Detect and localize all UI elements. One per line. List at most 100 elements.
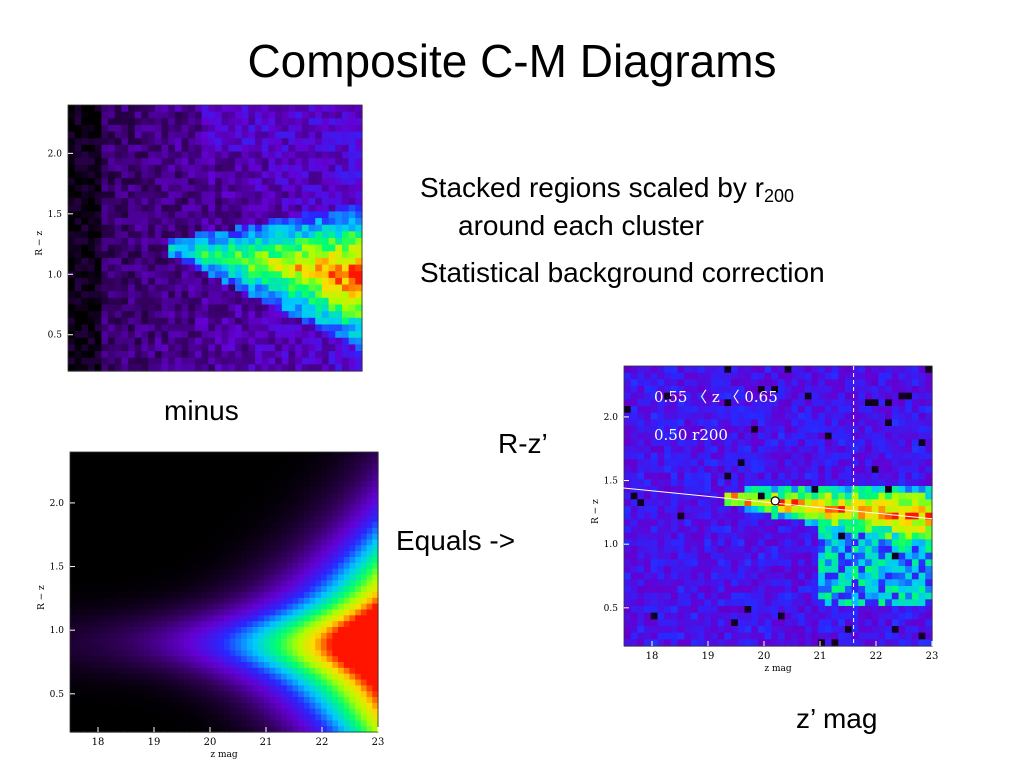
heatmap-cell [281, 118, 290, 126]
heatmap-cell [332, 574, 339, 581]
heatmap-cell [303, 463, 311, 471]
heatmap-cell [684, 592, 692, 600]
heatmap-cell [252, 592, 259, 599]
heatmap-cell [281, 344, 290, 352]
heatmap-cell [644, 432, 652, 440]
heatmap-cell [68, 171, 76, 179]
heatmap-cell [372, 632, 379, 640]
heatmap-cell [338, 545, 345, 552]
heatmap-cell [149, 702, 157, 710]
heatmap-cell [178, 632, 185, 640]
heatmap-cell [201, 539, 208, 546]
heatmap-cell [630, 466, 638, 474]
heatmap-cell [248, 257, 256, 266]
heatmap-cell [295, 257, 303, 266]
heatmap-cell [268, 257, 276, 266]
heatmap-cell [149, 457, 157, 465]
heatmap-cell [275, 364, 283, 372]
heatmap-cell [664, 546, 672, 554]
heatmap-cell [87, 667, 94, 675]
heatmap-cell [87, 708, 94, 716]
heatmap-cell [308, 105, 316, 113]
heatmap-cell [252, 720, 259, 727]
heatmap-cell [349, 615, 356, 622]
heatmap-cell [184, 609, 191, 616]
heatmap-cell [224, 714, 231, 721]
heatmap-cell [258, 568, 265, 576]
heatmap-cell [355, 708, 362, 716]
heatmap-cell [261, 218, 270, 226]
heatmap-cell [328, 164, 336, 173]
heatmap-cell [88, 164, 96, 173]
heatmap-cell [188, 204, 196, 212]
heatmap-cell [221, 337, 229, 345]
heatmap-cell [166, 662, 174, 669]
heatmap-cell [201, 597, 208, 605]
heatmap-cell [275, 714, 282, 721]
heatmap-cell [201, 702, 208, 710]
heatmap-cell [194, 331, 203, 339]
heatmap-cell [235, 533, 242, 541]
heatmap-cell [70, 498, 77, 506]
heatmap-cell [332, 562, 339, 570]
heatmap-cell [212, 545, 219, 552]
heatmap-cell [235, 492, 242, 500]
heatmap-cell [269, 714, 276, 721]
heatmap-cell [109, 726, 117, 733]
heatmap-cell [343, 685, 351, 692]
heatmap-cell [255, 151, 263, 159]
heatmap-cell [704, 499, 712, 507]
heatmap-cell [630, 592, 638, 600]
heatmap-cell [88, 198, 96, 206]
heatmap-cell [121, 481, 128, 488]
heatmap-cell [201, 562, 208, 570]
heatmap-cell [218, 516, 225, 523]
heatmap-cell [295, 264, 303, 272]
heatmap-cell [690, 619, 699, 627]
heatmap-cell [121, 164, 129, 173]
heatmap-cell [109, 708, 117, 716]
heatmap-cell [81, 158, 89, 166]
heatmap-cell [108, 111, 116, 119]
heatmap-cell [189, 597, 197, 605]
heatmap-cell [155, 504, 162, 511]
heatmap-cell [298, 574, 305, 581]
heatmap-cell [87, 557, 94, 564]
heatmap-cell [321, 364, 330, 372]
heatmap-cell [148, 304, 156, 312]
heatmap-cell [637, 559, 645, 567]
heatmap-cell [248, 324, 256, 332]
heatmap-cell [255, 238, 263, 246]
heatmap-cell [81, 118, 89, 126]
heatmap-cell [108, 171, 116, 179]
heatmap-cell [321, 224, 330, 232]
heatmap-cell [132, 656, 140, 663]
heatmap-cell [328, 111, 336, 119]
heatmap-cell [268, 131, 276, 139]
heatmap-cell [161, 673, 168, 681]
heatmap-cell [355, 621, 362, 628]
heatmap-cell [178, 574, 185, 581]
heatmap-cell [321, 357, 330, 365]
heatmap-cell [88, 331, 96, 339]
heatmap-cell [332, 452, 339, 459]
heatmap-cell [677, 472, 685, 480]
heatmap-cell [321, 251, 330, 259]
heatmap-cell [338, 621, 345, 628]
heatmap-cell [704, 519, 712, 527]
heatmap-cell [221, 291, 229, 299]
heatmap-cell [221, 297, 229, 306]
heatmap-cell [292, 638, 299, 646]
heatmap-cell [81, 304, 89, 312]
heatmap-cell [246, 516, 254, 523]
heatmap-cell [644, 366, 652, 374]
heatmap-cell [246, 469, 254, 476]
heatmap-cell [315, 533, 322, 541]
heatmap-cell [303, 586, 311, 593]
heatmap-cell [235, 138, 243, 146]
heatmap-cell [166, 615, 174, 622]
heatmap-cell [184, 586, 191, 593]
heatmap-cell [670, 492, 679, 500]
heatmap-cell [94, 131, 103, 139]
heatmap-cell [149, 609, 157, 616]
